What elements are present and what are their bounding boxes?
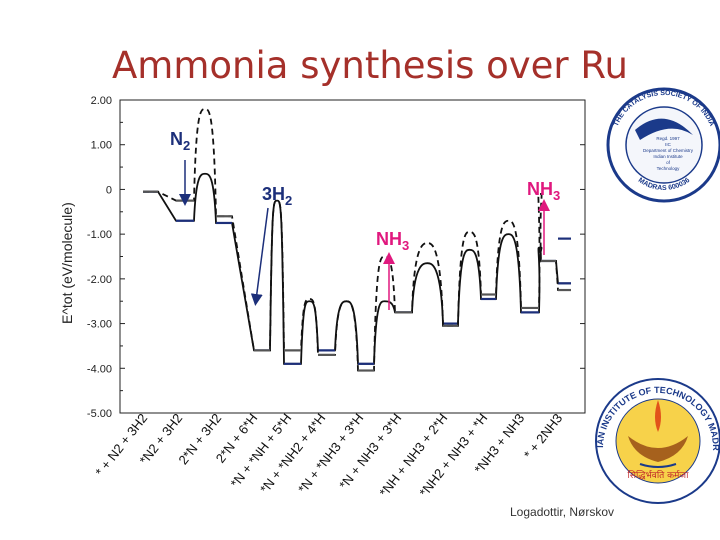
y-tick-label: 0 [106,184,112,196]
y-tick-label: -4.00 [87,363,112,375]
annotation-label: N2 [170,129,190,153]
y-tick-label: 2.00 [91,95,112,107]
slide-title: Ammonia synthesis over Ru [112,44,628,87]
y-tick-label: 1.00 [91,140,112,152]
x-category-label: * + N2 + 3H2 [92,411,150,479]
y-axis-label: E^tot (eV/molecule) [59,202,75,324]
y-tick-label: -1.00 [87,229,112,241]
credit-text: Logadottir, Nørskov [510,505,615,519]
series-dashed-curve [143,108,571,372]
y-tick-label: -2.00 [87,274,112,286]
annotation-label: 3H2 [262,184,292,208]
annotation-label: NH3 [376,229,409,253]
annotation-label: NH3 [527,179,560,203]
x-category-label: * + 2NH3 [521,411,566,462]
y-tick-label: -3.00 [87,319,112,331]
y-tick-label: -5.00 [87,408,112,420]
annotation-arrow [250,207,269,306]
